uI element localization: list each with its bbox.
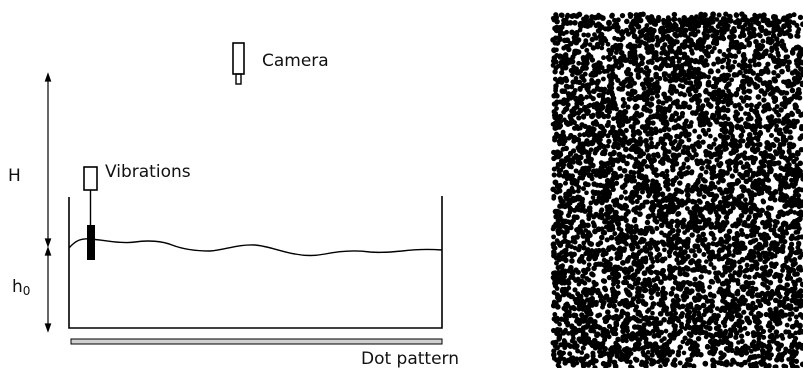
random-dot-pattern: [550, 11, 803, 368]
camera-label: Camera: [262, 51, 329, 71]
depth-arrow: [44, 246, 52, 333]
height-arrow: [44, 72, 52, 248]
height-label: H: [8, 166, 21, 186]
dot-pattern-plate: [70, 338, 443, 345]
water-surface: [68, 238, 443, 257]
depth-label: h0: [12, 277, 30, 298]
dot-pattern-label: Dot pattern: [361, 349, 459, 368]
vibrations-label: Vibrations: [105, 162, 191, 182]
water-tank: [68, 196, 443, 329]
vibration-device-icon: [83, 166, 98, 260]
camera-icon: [232, 42, 245, 85]
